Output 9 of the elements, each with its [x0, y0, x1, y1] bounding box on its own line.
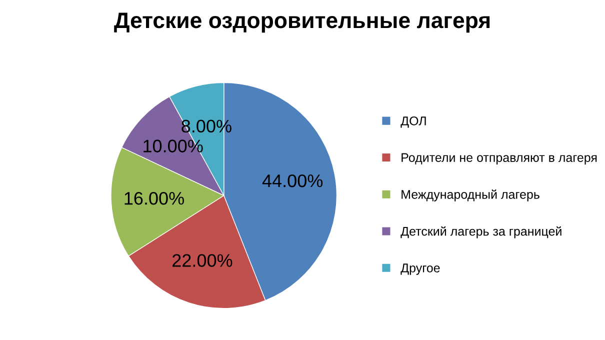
data-label: 16.00% — [124, 192, 184, 205]
legend-label: ДОЛ — [400, 116, 426, 128]
data-label: 22.00% — [172, 254, 232, 267]
legend-label: Другое — [400, 264, 440, 275]
legend-label: Международный лагерь — [402, 189, 540, 202]
legend-label: Детский лагерь за границей — [400, 226, 562, 238]
chart-title: Детские оздоровительные лагеря — [114, 12, 490, 33]
data-label: 44.00% — [262, 174, 323, 188]
legend-label: Родители не отправляют в лагеря — [402, 153, 597, 164]
